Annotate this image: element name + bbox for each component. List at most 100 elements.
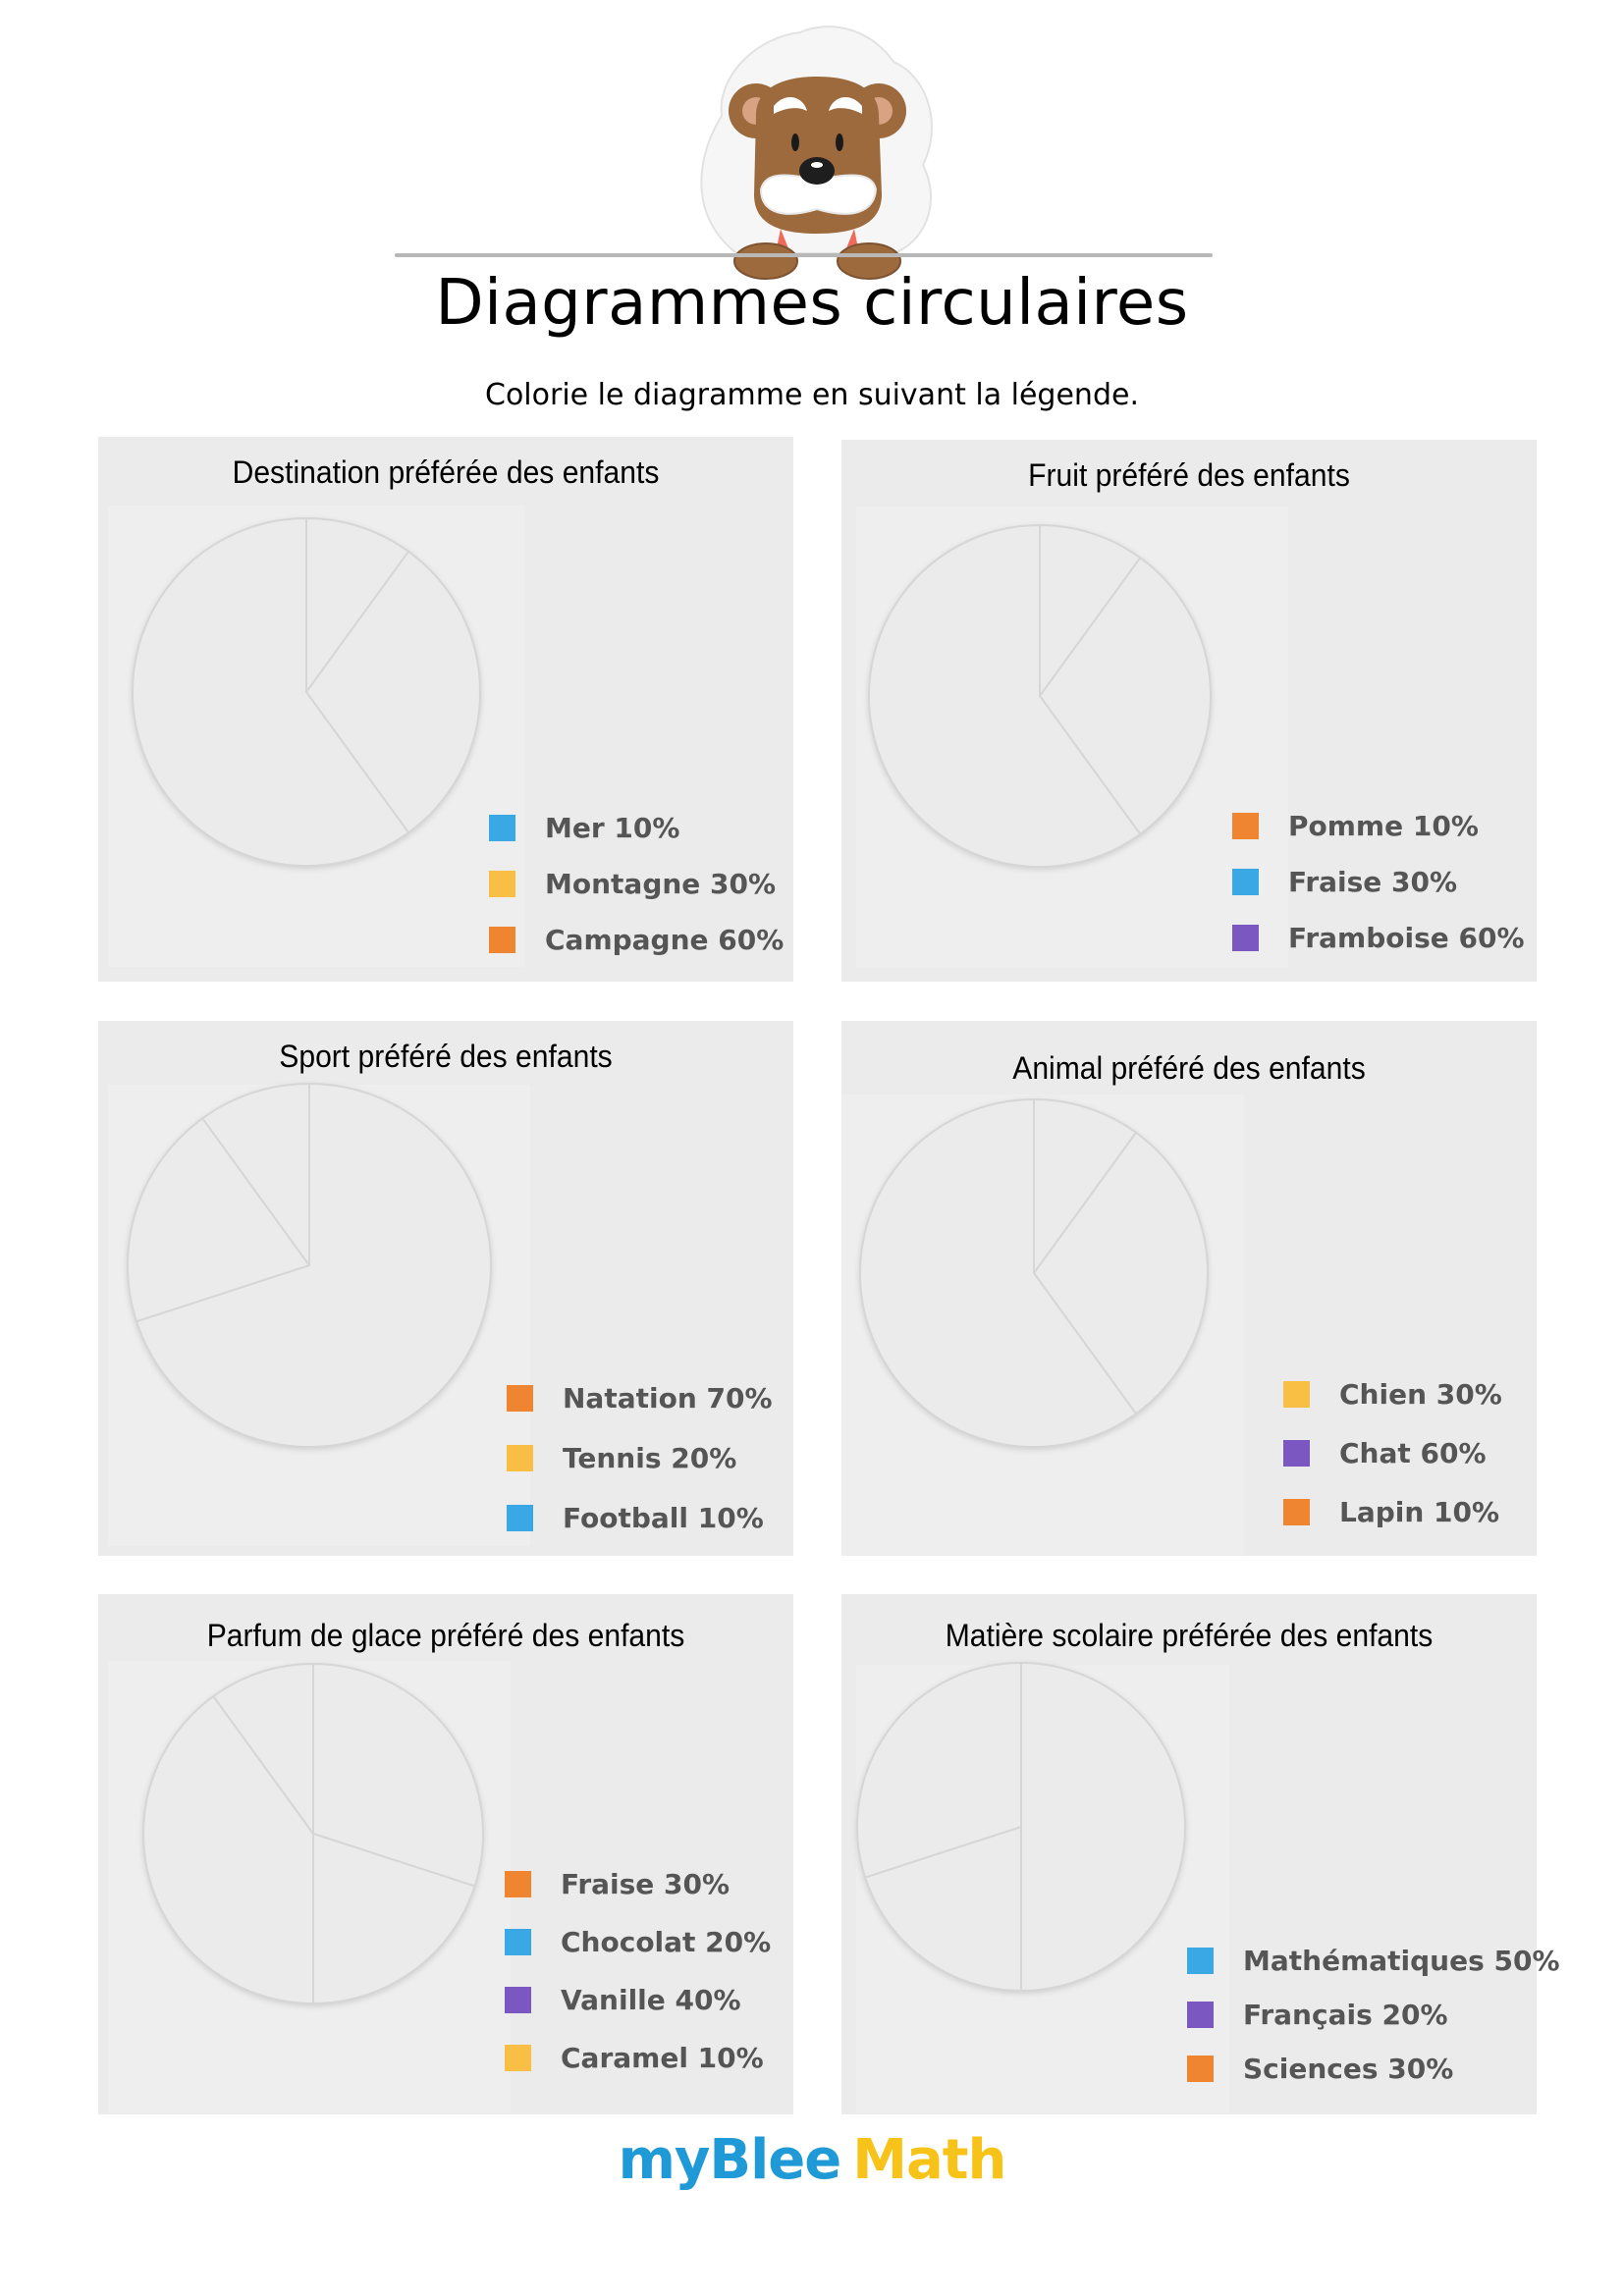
legend-label: Pomme 10% xyxy=(1288,810,1479,842)
page-subtitle: Colorie le diagramme en suivant la légen… xyxy=(485,378,1139,412)
legend-swatch xyxy=(1187,2056,1214,2082)
legend-swatch xyxy=(505,2045,531,2071)
legend-item: Mathématiques 50% xyxy=(1187,1934,1560,1988)
legend-item: Mer 10% xyxy=(489,800,784,856)
legend-swatch xyxy=(507,1505,533,1531)
legend-swatch xyxy=(1232,925,1259,951)
bear-mascot-illustration xyxy=(700,26,933,280)
logo-text-myblee: myBlee xyxy=(618,2128,842,2192)
legend-item: Sciences 30% xyxy=(1187,2042,1560,2096)
pie-slice-football[interactable] xyxy=(201,1083,310,1266)
legend-label: Football 10% xyxy=(563,1502,764,1534)
legend-label: Mathématiques 50% xyxy=(1243,1945,1560,1977)
mascot-moustache xyxy=(759,174,878,215)
legend-swatch xyxy=(1187,2002,1214,2028)
legend-label: Fraise 30% xyxy=(561,1868,731,1900)
legend-label: Vanille 40% xyxy=(561,1984,741,2016)
chart-panel-sport: Sport préféré des enfants Natation 70% T… xyxy=(98,1021,793,1556)
pie-slice-chat[interactable] xyxy=(859,1098,1138,1448)
mascot-eye-left xyxy=(791,133,799,151)
legend-label: Chien 30% xyxy=(1339,1377,1502,1411)
pie-slice-chien[interactable] xyxy=(1033,1131,1209,1415)
legend-label: Chocolat 20% xyxy=(561,1926,772,1958)
chart-legend: Mathématiques 50% Français 20% Sciences … xyxy=(1187,1934,1560,2096)
legend-label: Natation 70% xyxy=(563,1382,773,1415)
legend-label: Montagne 30% xyxy=(545,868,777,900)
legend-swatch xyxy=(505,1929,531,1955)
legend-label: Campagne 60% xyxy=(545,924,785,956)
chart-title: Animal préféré des enfants xyxy=(1012,1050,1366,1086)
legend-swatch xyxy=(489,927,515,953)
chart-legend: Pomme 10% Fraise 30% Framboise 60% xyxy=(1232,798,1525,966)
myblee-math-logo: myBlee Math xyxy=(0,2128,1624,2192)
pie-chart xyxy=(859,1098,1209,1450)
pie-slice-francais[interactable] xyxy=(864,1826,1022,1992)
chart-legend: Mer 10% Montagne 30% Campagne 60% xyxy=(489,800,784,968)
legend-label: Tennis 20% xyxy=(563,1442,737,1474)
legend-item: Vanille 40% xyxy=(505,1971,771,2029)
pie-slice-fraise[interactable] xyxy=(1039,557,1212,835)
legend-item: Caramel 10% xyxy=(505,2029,771,2087)
pie-slice-mathematiques[interactable] xyxy=(1020,1662,1186,1992)
header-divider xyxy=(395,253,1213,257)
pie-slice-framboise[interactable] xyxy=(867,524,1142,868)
logo-text-math: Math xyxy=(852,2128,1006,2192)
pie-slice-fraise[interactable] xyxy=(312,1663,484,1888)
chart-panel-school-subject: Matière scolaire préférée des enfants Ma… xyxy=(841,1594,1560,2114)
page-title: Diagrammes circulaires xyxy=(435,267,1189,340)
legend-label: Mer 10% xyxy=(545,812,680,844)
pie-slice-tennis[interactable] xyxy=(127,1117,310,1323)
mascot-paw-right xyxy=(837,242,901,280)
legend-label: Caramel 10% xyxy=(561,2042,764,2074)
mascot-paw-left xyxy=(733,242,798,280)
legend-item: Pomme 10% xyxy=(1232,798,1525,854)
legend-swatch xyxy=(505,1987,531,2013)
legend-item: Lapin 10% xyxy=(1283,1482,1502,1541)
legend-label: Fraise 30% xyxy=(1288,866,1458,898)
pie-slice-lapin[interactable] xyxy=(1033,1098,1138,1274)
pie-slice-campagne[interactable] xyxy=(132,517,410,867)
chart-title: Sport préféré des enfants xyxy=(279,1039,613,1074)
chart-panel-destination: Destination préférée des enfants Mer 10%… xyxy=(98,437,793,982)
legend-label: Français 20% xyxy=(1243,1999,1448,2031)
chart-panel-animal: Animal préféré des enfants Chien 30% Cha… xyxy=(841,1021,1537,1556)
pie-slice-sciences[interactable] xyxy=(855,1662,1022,1879)
legend-label: Sciences 30% xyxy=(1243,2053,1454,2085)
legend-item: Framboise 60% xyxy=(1232,910,1525,966)
legend-item: Campagne 60% xyxy=(489,912,784,968)
pie-chart xyxy=(855,1662,1186,1994)
legend-swatch xyxy=(507,1385,533,1412)
legend-swatch xyxy=(1283,1380,1310,1408)
pie-slice-chocolat[interactable] xyxy=(312,1833,476,2004)
legend-swatch xyxy=(1187,1948,1214,1974)
pie-slice-vanille[interactable] xyxy=(141,1695,314,2004)
legend-label: Lapin 10% xyxy=(1339,1495,1500,1528)
chart-title: Parfum de glace préféré des enfants xyxy=(206,1618,685,1653)
legend-label: Framboise 60% xyxy=(1288,922,1525,954)
legend-item: Chat 60% xyxy=(1283,1423,1502,1482)
pie-slice-natation[interactable] xyxy=(135,1083,492,1448)
legend-swatch xyxy=(489,815,515,841)
legend-swatch xyxy=(1232,869,1259,895)
pie-slice-pomme[interactable] xyxy=(1039,524,1142,697)
legend-item: Tennis 20% xyxy=(507,1428,773,1488)
pie-chart xyxy=(867,524,1212,870)
pie-slice-montagne[interactable] xyxy=(305,550,481,834)
legend-swatch xyxy=(505,1871,531,1897)
legend-item: Football 10% xyxy=(507,1488,773,1548)
chart-title: Matière scolaire préférée des enfants xyxy=(945,1618,1434,1653)
chart-legend: Natation 70% Tennis 20% Football 10% xyxy=(507,1368,773,1548)
legend-item: Chocolat 20% xyxy=(505,1913,771,1971)
pie-chart xyxy=(127,1083,492,1450)
pie-slice-mer[interactable] xyxy=(305,517,410,693)
legend-label: Chat 60% xyxy=(1339,1436,1487,1469)
legend-swatch xyxy=(1283,1498,1310,1525)
legend-swatch xyxy=(1232,813,1259,839)
chart-title: Fruit préféré des enfants xyxy=(1028,457,1350,493)
pie-slice-caramel[interactable] xyxy=(212,1663,314,1835)
mascot-nose xyxy=(799,157,835,185)
legend-item: Natation 70% xyxy=(507,1368,773,1428)
mascot-eye-right xyxy=(836,133,843,151)
legend-item: Fraise 30% xyxy=(505,1855,771,1913)
legend-item: Fraise 30% xyxy=(1232,854,1525,910)
